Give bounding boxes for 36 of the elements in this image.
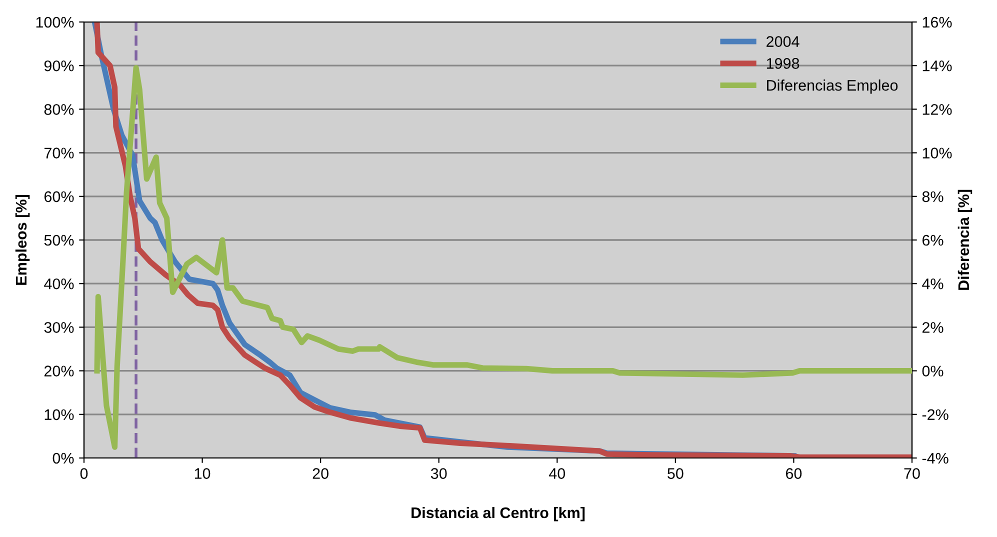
- y2-tick-label: 12%: [922, 104, 952, 115]
- y2-tick-label: 0%: [922, 366, 944, 376]
- y-tick-label: 50%: [44, 234, 74, 246]
- y-axis-title: Empleos [%]: [15, 195, 30, 285]
- y2-tick-label: -2%: [922, 409, 948, 420]
- y2-tick-label: 8%: [922, 191, 944, 202]
- y2-tick-label: 10%: [922, 148, 952, 158]
- x-tick-label: 40: [549, 468, 566, 479]
- y2-tick-label: -4%: [922, 452, 948, 464]
- x-tick-label: 60: [786, 468, 802, 479]
- y-tick-label: 40%: [44, 278, 74, 290]
- y2-tick-label: 14%: [922, 60, 952, 72]
- y2-tick-label: 4%: [922, 278, 944, 290]
- legend-label: 2004: [766, 36, 800, 47]
- x-tick-label: 20: [312, 468, 328, 479]
- y-tick-label: 100%: [36, 16, 74, 28]
- x-tick-label: 50: [668, 468, 684, 479]
- x-axis-title: Distancia al Centro [km]: [412, 506, 585, 522]
- x-tick-label: 30: [430, 468, 447, 479]
- y2-tick-label: 2%: [922, 322, 944, 333]
- y-tick-label: 80%: [44, 104, 74, 115]
- y-tick-label: 70%: [44, 148, 74, 158]
- y-tick-label: 60%: [44, 191, 74, 202]
- y2-tick-label: 16%: [922, 16, 952, 28]
- y-tick-label: 20%: [44, 366, 74, 376]
- y2-tick-label: 6%: [922, 234, 944, 246]
- y-tick-label: 10%: [44, 409, 74, 420]
- y-tick-label: 0%: [52, 452, 74, 464]
- x-tick-label: 70: [904, 468, 920, 479]
- legend-label: Diferencias Empleo: [767, 80, 898, 94]
- y-tick-label: 90%: [44, 60, 74, 72]
- x-tick-label: 10: [194, 468, 210, 479]
- y2-axis-title: Diferencia [%]: [958, 190, 972, 290]
- legend-label: 1998: [766, 58, 800, 69]
- y-tick-label: 30%: [44, 322, 74, 333]
- x-tick-label: 0: [80, 468, 88, 479]
